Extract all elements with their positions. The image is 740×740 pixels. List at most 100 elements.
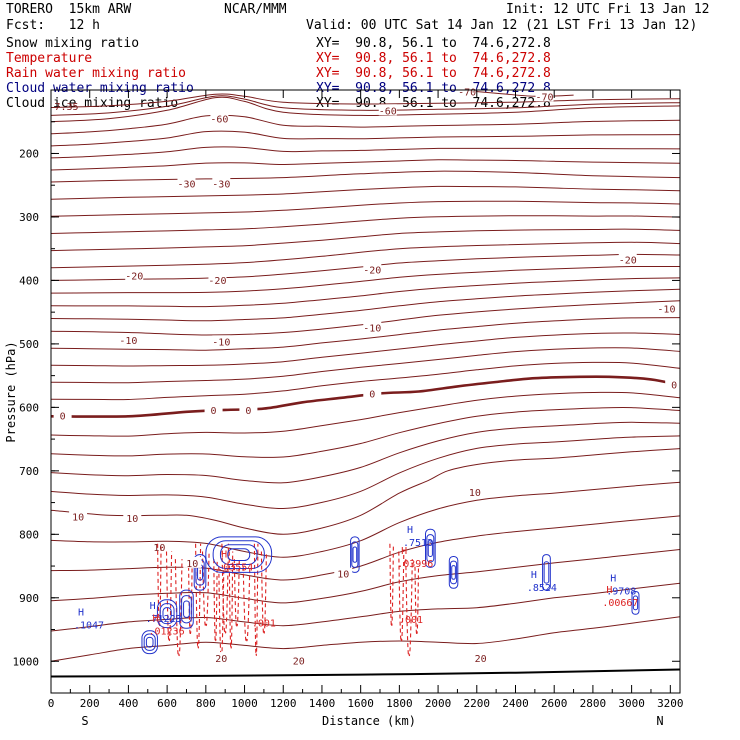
isotherm-label: -70 <box>458 87 476 98</box>
x-tick-label: 1000 <box>231 697 258 710</box>
x-tick-label: 600 <box>157 697 177 710</box>
isotherm-minor <box>51 288 680 322</box>
isotherm-minor <box>51 435 680 510</box>
isotherm-upper <box>51 93 680 108</box>
cloud-contour-ring <box>631 590 640 615</box>
x-tick-label: 3000 <box>618 697 645 710</box>
isotherm-label-bg <box>458 85 477 97</box>
field-xy-rain: XY= 90.8, 56.1 to 74.6,272.8 <box>316 66 551 81</box>
rain-contour-segment <box>389 543 394 626</box>
contour-labels: -60 -60 -70 -70 -30 -30 -20 -20 -20 -20 -10 -10 -10 -… <box>53 85 684 668</box>
y-tick-label: 600 <box>19 401 39 414</box>
x-tick-label: 1200 <box>270 697 297 710</box>
cloud-contour-ring <box>159 603 175 625</box>
x-tick-label: 2800 <box>580 697 607 710</box>
rain-contour-segment <box>174 559 183 656</box>
y-tick-label: 800 <box>19 528 39 541</box>
cloud-contour-ring <box>156 599 178 629</box>
isotherm-minor <box>51 130 680 147</box>
rain-contour-segment <box>221 543 230 634</box>
cloud-contour-ring <box>205 536 273 573</box>
isotherm-minor <box>51 215 680 234</box>
isotherm-label: -10 <box>657 304 675 315</box>
cloud-contour-ring <box>448 556 459 589</box>
isotherm-minor <box>51 317 680 351</box>
field-label-rain: Rain water mixing ratio <box>6 66 187 81</box>
x-tick-label: 2400 <box>502 697 529 710</box>
field-label-cloud-ice: Cloud ice mixing ratio <box>6 96 179 111</box>
isotherm-label: -20 <box>125 271 143 282</box>
x-axis-left-end: S <box>81 714 88 728</box>
rain-contour-segment <box>242 566 251 642</box>
x-tick-label: 1400 <box>309 697 336 710</box>
x-tick-label: 800 <box>196 697 216 710</box>
cloud-contour-ring <box>219 544 258 566</box>
isotherm-label-bg <box>123 511 142 523</box>
plot-frame <box>50 89 681 694</box>
isotherm-label-bg <box>334 567 353 579</box>
cloud-contour-ring <box>145 636 154 648</box>
isotherm-label: 0 <box>369 389 375 400</box>
cloud-maximum-mark: H <box>78 607 84 618</box>
cloud-contour-ring <box>451 565 456 580</box>
rain-maximum-value: .03996 <box>397 559 433 570</box>
center-title: NCAR/MMM <box>224 2 287 17</box>
isotherm <box>51 448 680 535</box>
x-tick-label: 1600 <box>347 697 374 710</box>
cloud-maximum-value: .1047 <box>74 620 104 631</box>
cloud-maximum-mark: H <box>407 525 413 536</box>
isotherm-label: 0 <box>671 381 677 392</box>
isotherm-label: -10 <box>119 336 137 347</box>
isotherm-minor <box>51 253 680 281</box>
isotherm-minor <box>51 481 680 558</box>
y-tick-label: 1000 <box>13 655 40 668</box>
cloud-contour-ring <box>632 595 639 611</box>
cloud-contour-ring <box>183 600 190 618</box>
isotherm-label: -20 <box>208 276 226 287</box>
rain-contour-segment <box>213 559 218 642</box>
isotherm-label: 10 <box>126 514 138 525</box>
isotherm-label: -30 <box>177 179 195 190</box>
isotherm-label-bg <box>183 556 202 568</box>
y-tick-label: 500 <box>19 338 39 351</box>
y-tick-label: 300 <box>19 211 39 224</box>
x-tick-label: 3200 <box>657 697 684 710</box>
isotherm-minor <box>51 332 680 367</box>
isotherm <box>51 241 680 269</box>
rain-contour-segment <box>398 551 405 641</box>
isotherm-minor <box>51 582 680 632</box>
rain-maximum-mark: H <box>221 550 227 561</box>
field-xy-snow: XY= 90.8, 56.1 to 74.6,272.8 <box>316 36 551 51</box>
isotherm-label: 20 <box>475 654 487 665</box>
rain-contour-segment <box>253 543 259 656</box>
cloud-maximum-mark: H <box>531 570 537 581</box>
cloud-maximum-value: .7513 <box>403 538 433 549</box>
isotherm-label: -60 <box>210 115 228 126</box>
isotherm-label: -10 <box>212 337 230 348</box>
cloud-contour-ring <box>427 539 433 557</box>
isotherm-minor <box>51 549 680 604</box>
rain-maximum-value: .01236 <box>148 627 184 638</box>
isotherm-freezing <box>51 375 680 418</box>
isotherm-minor <box>51 515 680 581</box>
isotherm-label: -60 <box>379 106 397 117</box>
cloud-contour-ring <box>227 548 251 562</box>
cloud-contour-ring <box>212 540 265 569</box>
cloud-contour-ring <box>543 561 550 584</box>
rain-contour-segment <box>195 543 202 649</box>
field-label-snow: Snow mixing ratio <box>6 36 140 51</box>
cloud-contour-ring <box>350 536 360 573</box>
isotherm-label: -30 <box>212 179 230 190</box>
cloud-maximum-value: .71223 <box>146 614 182 625</box>
isotherm-label-bg <box>665 378 684 390</box>
isotherm-label: 10 <box>72 513 84 524</box>
isotherm-label-bg <box>212 177 231 189</box>
isotherm-minor <box>51 391 680 437</box>
cloud-contour-ring <box>141 630 158 655</box>
isotherm-label: -10 <box>363 323 381 334</box>
cloud-contour-ring <box>424 528 436 568</box>
field-label-temperature: Temperature <box>6 51 93 66</box>
isotherm-minor <box>51 347 680 384</box>
surface-line <box>51 668 680 678</box>
